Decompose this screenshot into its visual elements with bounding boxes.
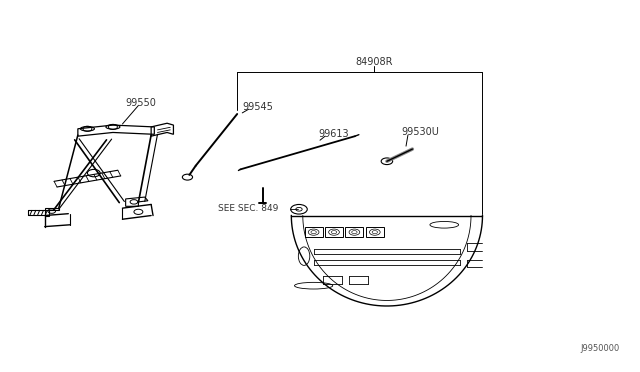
Text: J9950000: J9950000 <box>580 344 620 353</box>
Text: 99613: 99613 <box>318 129 349 139</box>
Text: 99550: 99550 <box>125 98 157 108</box>
Text: 84908R: 84908R <box>355 57 393 67</box>
Text: 99545: 99545 <box>243 102 273 112</box>
Text: 99530U: 99530U <box>401 128 440 138</box>
Text: SEE SEC. 849: SEE SEC. 849 <box>218 204 278 214</box>
